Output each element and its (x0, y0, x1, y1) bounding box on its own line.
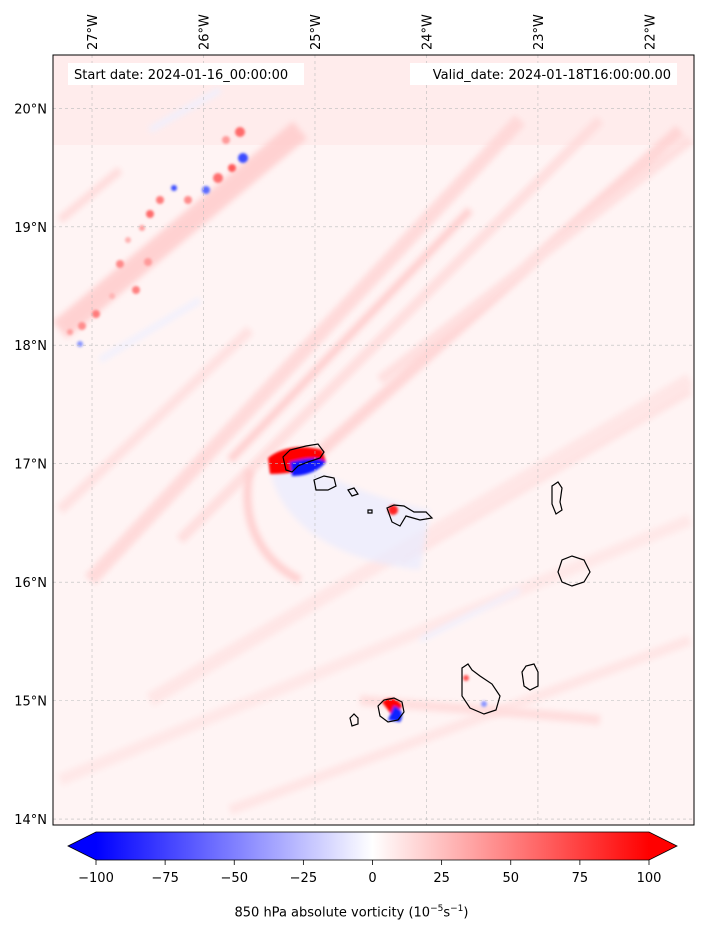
colorbar-tick-label: −75 (151, 871, 178, 886)
colorbar-tick-label: 0 (368, 871, 376, 886)
colorbar-tick-label: 25 (433, 871, 450, 886)
colorbar-tick-label: −50 (221, 871, 248, 886)
latitude-tick-labels: 20°N 19°N 18°N 17°N 16°N 15°N 14°N (14, 102, 47, 828)
colorbar-tick-label: 75 (572, 871, 589, 886)
colorbar: −100 −75 −50 −25 0 25 50 75 100 (67, 831, 678, 886)
colorbar-extend-high (649, 832, 677, 860)
colorbar-label: 850 hPa absolute vorticity (10−5s−1) (234, 904, 469, 921)
lon-tick-label: 26°W (197, 14, 212, 50)
colorbar-tick-label: −100 (78, 871, 114, 886)
map-gridlines (53, 55, 694, 825)
lat-tick-label: 19°N (14, 221, 47, 236)
lat-tick-label: 17°N (14, 458, 47, 473)
start-date-box: Start date: 2024-01-16_00:00:00 (68, 63, 304, 85)
lat-tick-label: 20°N (14, 102, 47, 117)
longitude-tick-labels: 27°W 26°W 25°W 24°W 23°W 22°W (86, 14, 658, 50)
lon-tick-label: 27°W (86, 14, 101, 50)
map-frame (52, 54, 695, 826)
lon-tick-label: 23°W (532, 14, 547, 50)
lat-tick-label: 18°N (14, 339, 47, 354)
colorbar-extend-low (68, 832, 96, 860)
colorbar-tick-label: 100 (637, 871, 662, 886)
start-date-label: Start date: 2024-01-16_00:00:00 (74, 68, 288, 83)
colorbar-tick-label: 50 (502, 871, 519, 886)
lat-tick-label: 14°N (14, 813, 47, 828)
vorticity-field (53, 55, 694, 825)
colorbar-body (96, 832, 649, 860)
valid-date-label: Valid_date: 2024-01-18T16:00:00.00 (433, 68, 671, 83)
valid-date-box: Valid_date: 2024-01-18T16:00:00.00 (410, 63, 677, 85)
lat-tick-label: 15°N (14, 695, 47, 710)
lat-tick-label: 16°N (14, 576, 47, 591)
colorbar-tick-label: −25 (290, 871, 317, 886)
island-coastlines (282, 443, 591, 727)
lon-tick-label: 22°W (643, 14, 658, 50)
lon-tick-label: 25°W (309, 14, 324, 50)
colorbar-ticks: −100 −75 −50 −25 0 25 50 75 100 (78, 860, 661, 886)
lon-tick-label: 24°W (420, 14, 435, 50)
